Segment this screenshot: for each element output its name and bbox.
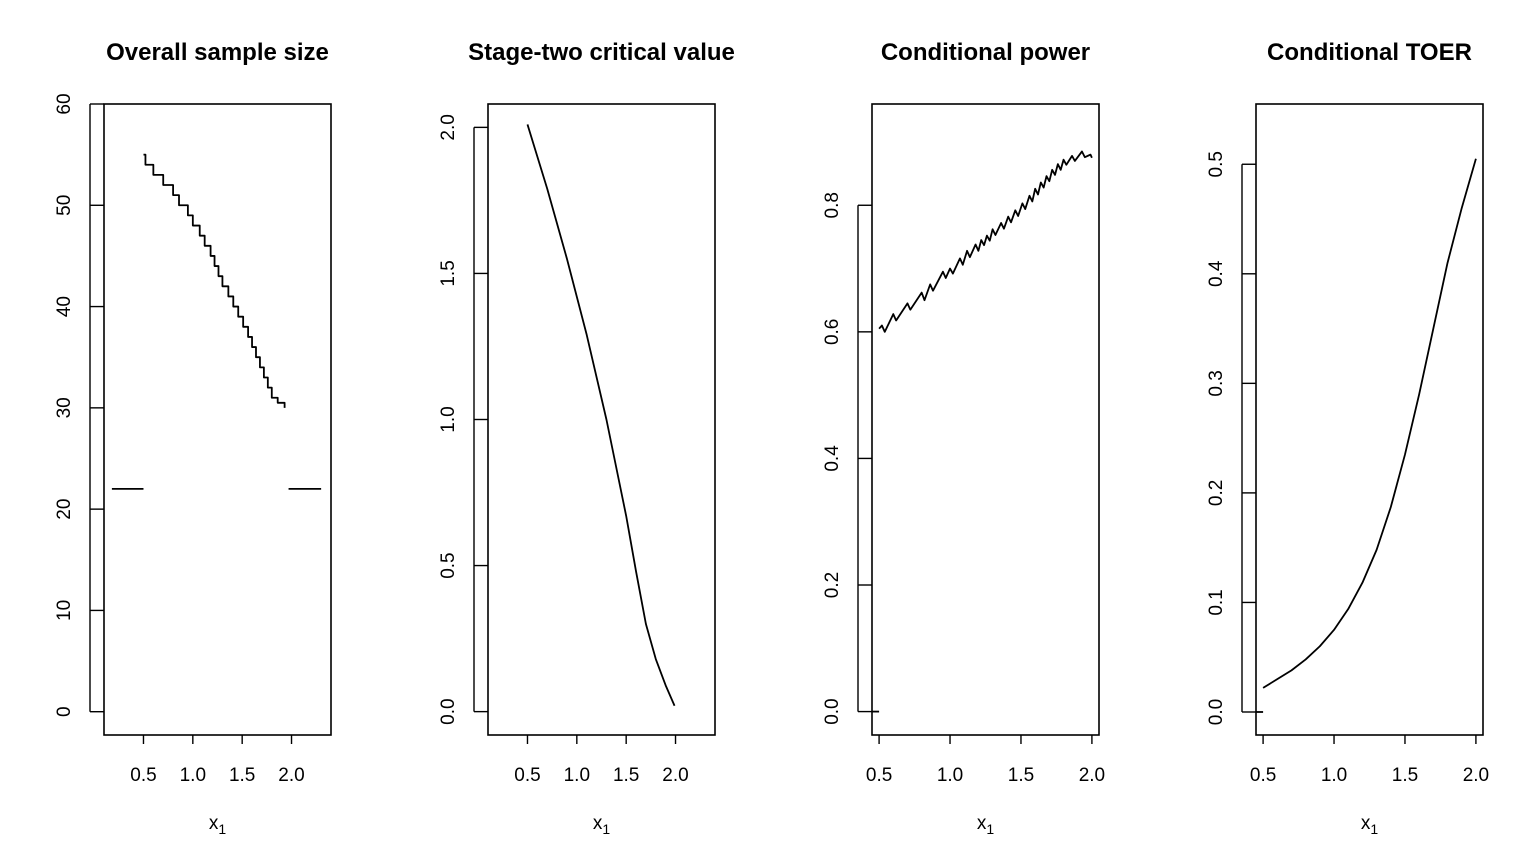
x-tick-label: 1.5 bbox=[1392, 765, 1418, 786]
x-axis: 0.5 1.0 1.5 2.0 bbox=[514, 735, 689, 786]
chart-panel-4: Conditional TOER 0.5 1.0 1.5 2.0 0.0 0.1 0.2 0.3… bbox=[1206, 39, 1489, 837]
y-tick-label: 2.0 bbox=[438, 114, 459, 140]
y-tick-label: 0.0 bbox=[438, 698, 459, 724]
series-line-1 bbox=[526, 124, 676, 707]
x-tick-label: 2.0 bbox=[1463, 765, 1489, 786]
x-axis: 0.5 1.0 1.5 2.0 bbox=[1250, 735, 1489, 786]
y-tick-label: 0.5 bbox=[1206, 151, 1227, 177]
panel-title: Overall sample size bbox=[106, 39, 329, 66]
x-axis-label-main: x bbox=[593, 813, 603, 834]
y-tick-label: 0.5 bbox=[438, 552, 459, 578]
x-axis-label-subscript: 1 bbox=[218, 821, 226, 837]
y-tick-label: 0.2 bbox=[822, 572, 843, 598]
plot-frame bbox=[871, 103, 1100, 736]
x-axis-label: x1 bbox=[209, 813, 227, 837]
y-axis: 0.0 0.1 0.2 0.3 0.4 0.5 bbox=[1206, 151, 1256, 725]
y-tick-label: 40 bbox=[54, 296, 75, 317]
plot-frame bbox=[487, 103, 716, 736]
y-tick-label: 10 bbox=[54, 600, 75, 621]
plot-frame bbox=[103, 103, 332, 736]
x-axis-label-main: x bbox=[209, 813, 219, 834]
y-tick-label: 0.4 bbox=[822, 445, 843, 472]
x-tick-label: 0.5 bbox=[514, 765, 540, 786]
series-line-2 bbox=[143, 153, 286, 408]
x-tick-label: 0.5 bbox=[866, 765, 892, 786]
y-tick-label: 1.5 bbox=[438, 260, 459, 286]
x-axis-label: x1 bbox=[1361, 813, 1379, 837]
x-tick-label: 1.5 bbox=[1008, 765, 1034, 786]
panel-title: Stage-two critical value bbox=[468, 39, 735, 66]
y-tick-label: 0.3 bbox=[1206, 370, 1227, 396]
x-tick-label: 2.0 bbox=[662, 765, 688, 786]
y-axis: 0.0 0.5 1.0 1.5 2.0 bbox=[438, 114, 488, 725]
y-tick-label: 50 bbox=[54, 195, 75, 216]
series-line-2 bbox=[1262, 158, 1477, 689]
x-axis-label-main: x bbox=[977, 813, 987, 834]
y-tick-label: 0.4 bbox=[1206, 260, 1227, 287]
y-tick-label: 0.2 bbox=[1206, 480, 1227, 506]
y-tick-label: 0.0 bbox=[1206, 699, 1227, 725]
x-axis-label-subscript: 1 bbox=[602, 821, 610, 837]
chart-panel-1: Overall sample size 0.5 1.0 1.5 2.0 0 10 20 30 40… bbox=[54, 39, 332, 837]
x-tick-label: 1.0 bbox=[180, 765, 206, 786]
y-tick-label: 1.0 bbox=[438, 406, 459, 432]
x-tick-label: 1.5 bbox=[229, 765, 255, 786]
y-tick-label: 30 bbox=[54, 397, 75, 418]
x-axis-label-main: x bbox=[1361, 813, 1371, 834]
x-axis-label-subscript: 1 bbox=[1370, 821, 1378, 837]
y-tick-label: 0.8 bbox=[822, 192, 843, 218]
x-axis: 0.5 1.0 1.5 2.0 bbox=[866, 735, 1105, 786]
y-tick-label: 0.1 bbox=[1206, 589, 1227, 615]
x-tick-label: 1.0 bbox=[564, 765, 590, 786]
x-axis-label: x1 bbox=[593, 813, 611, 837]
panel-title: Conditional TOER bbox=[1267, 39, 1472, 66]
y-axis: 0 10 20 30 40 50 60 bbox=[54, 93, 104, 717]
y-tick-label: 0.0 bbox=[822, 698, 843, 724]
y-tick-label: 0 bbox=[54, 706, 75, 717]
x-tick-label: 0.5 bbox=[130, 765, 156, 786]
x-tick-label: 2.0 bbox=[278, 765, 304, 786]
plot-frame bbox=[1255, 103, 1484, 736]
x-tick-label: 1.0 bbox=[1321, 765, 1347, 786]
x-axis-label: x1 bbox=[977, 813, 995, 837]
y-axis: 0.0 0.2 0.4 0.6 0.8 bbox=[822, 192, 872, 725]
y-tick-label: 60 bbox=[54, 93, 75, 114]
y-tick-label: 0.6 bbox=[822, 319, 843, 345]
x-tick-label: 1.0 bbox=[937, 765, 963, 786]
panel-title: Conditional power bbox=[881, 39, 1090, 66]
x-tick-label: 1.5 bbox=[613, 765, 639, 786]
x-axis: 0.5 1.0 1.5 2.0 bbox=[130, 735, 305, 786]
x-tick-label: 0.5 bbox=[1250, 765, 1276, 786]
x-axis-label-subscript: 1 bbox=[986, 821, 994, 837]
y-tick-label: 20 bbox=[54, 499, 75, 520]
x-tick-label: 2.0 bbox=[1079, 765, 1105, 786]
series-line-2 bbox=[878, 150, 1093, 333]
